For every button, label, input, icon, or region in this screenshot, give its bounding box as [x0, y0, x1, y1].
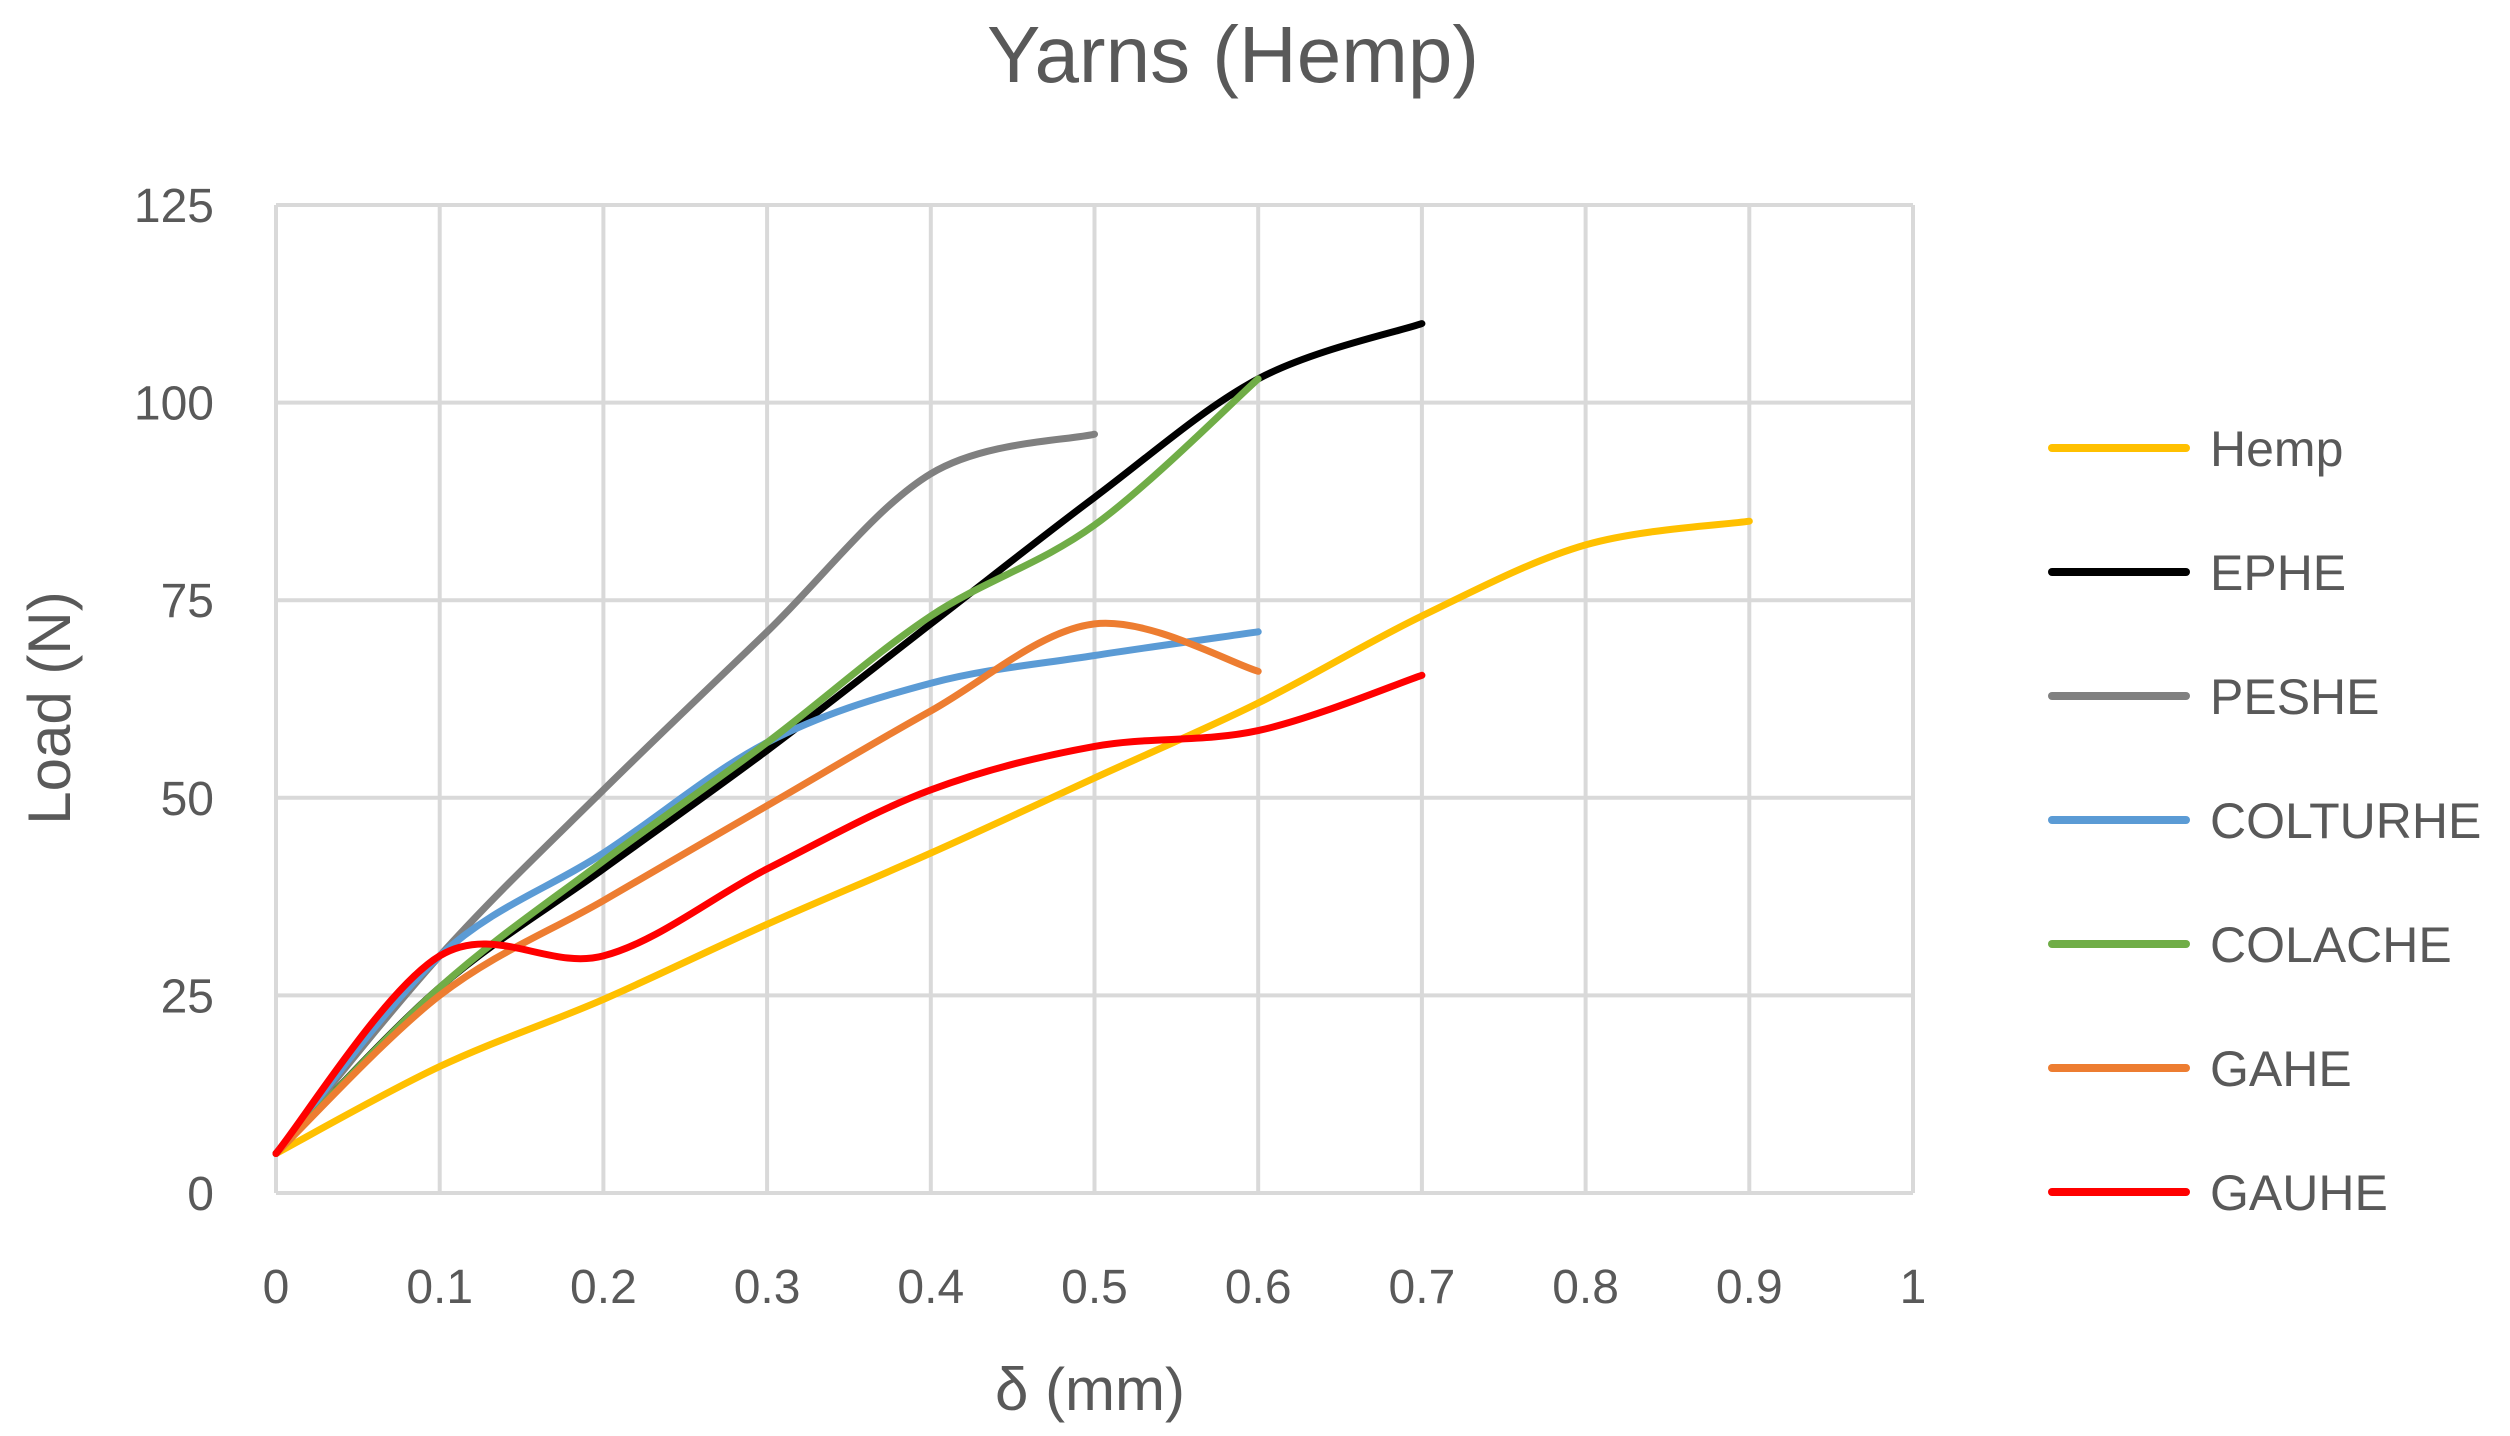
legend-label: Hemp: [2210, 421, 2343, 477]
x-tick-label: 0.9: [1716, 1261, 1783, 1314]
x-tick-label: 1: [1900, 1261, 1927, 1314]
legend: Hemp EPHE PESHE COLTURHE COLACHE GAHE GAUHE: [2048, 421, 2481, 1221]
series-line-ephe: [272, 320, 1426, 1157]
y-tick-label: 100: [134, 378, 214, 431]
x-tick-label: 0.4: [897, 1261, 964, 1314]
x-tick-label: 0.5: [1061, 1261, 1128, 1314]
legend-item-peshe: PESHE: [2048, 669, 2380, 725]
chart-title: Yarns (Hemp): [987, 10, 1479, 99]
x-axis-label: δ (mm): [995, 1356, 1185, 1423]
plot-grid: [274, 203, 1915, 1195]
legend-label: COLTURHE: [2210, 793, 2481, 849]
series-line-hemp: [272, 517, 1753, 1157]
x-tick-label: 0: [263, 1261, 290, 1314]
series-line-colache: [272, 375, 1262, 1157]
legend-label: GAUHE: [2210, 1165, 2388, 1221]
y-tick-label: 75: [161, 575, 214, 628]
legend-item-colache: COLACHE: [2048, 917, 2452, 973]
y-axis-label: Load (N): [16, 591, 83, 824]
y-tick-label: 0: [187, 1168, 214, 1221]
x-tick-label: 0.3: [734, 1261, 801, 1314]
legend-item-hemp: Hemp: [2048, 421, 2343, 477]
series-line-gahe: [272, 619, 1262, 1157]
x-tick-label: 0.7: [1389, 1261, 1456, 1314]
legend-label: PESHE: [2210, 669, 2380, 725]
legend-item-gauhe: GAUHE: [2048, 1165, 2388, 1221]
y-axis-ticks: 0 25 50 75 100 125: [134, 180, 214, 1221]
x-tick-label: 0.1: [406, 1261, 473, 1314]
legend-label: COLACHE: [2210, 917, 2452, 973]
legend-item-gahe: GAHE: [2048, 1041, 2352, 1097]
y-tick-label: 125: [134, 180, 214, 233]
x-tick-label: 0.6: [1225, 1261, 1292, 1314]
x-tick-label: 0.2: [570, 1261, 637, 1314]
series-lines: [272, 320, 1753, 1157]
y-tick-label: 25: [161, 970, 214, 1023]
x-tick-label: 0.8: [1552, 1261, 1619, 1314]
series-line-gauhe: [272, 671, 1426, 1157]
x-axis-ticks: 0 0.1 0.2 0.3 0.4 0.5 0.6 0.7 0.8 0.9 1: [263, 1261, 1927, 1314]
legend-label: EPHE: [2210, 545, 2346, 601]
legend-item-ephe: EPHE: [2048, 545, 2346, 601]
legend-item-colturhe: COLTURHE: [2048, 793, 2481, 849]
y-tick-label: 50: [161, 773, 214, 826]
legend-label: GAHE: [2210, 1041, 2352, 1097]
